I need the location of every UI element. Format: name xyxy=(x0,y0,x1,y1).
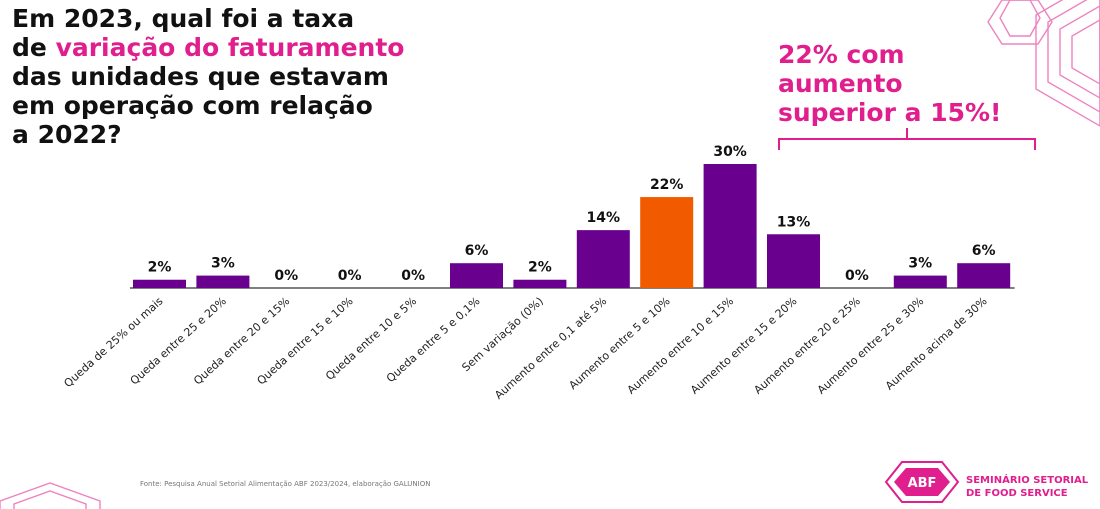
bar-value-label-11: 13% xyxy=(777,214,811,230)
bar-value-label-9: 22% xyxy=(650,177,684,193)
abf-hexagon-logo: ABF xyxy=(884,461,960,503)
bar-value-label-7: 2% xyxy=(528,260,552,276)
hexagon-decoration-top-right xyxy=(987,0,1100,127)
bar-2 xyxy=(196,275,250,288)
bar-9 xyxy=(640,197,694,288)
bar-value-label-2: 3% xyxy=(211,256,235,272)
callout-line-1: 22% com xyxy=(778,40,905,69)
bar-1 xyxy=(133,279,186,288)
logo-line-1: SEMINÁRIO SETORIAL xyxy=(966,475,1089,486)
callout-text: 22% com aumento superior a 15%! xyxy=(778,40,1058,127)
title-line-2-prefix: de xyxy=(12,33,56,62)
callout-bracket-tick xyxy=(906,128,908,139)
source-note: Fonte: Pesquisa Anual Setorial Alimentaç… xyxy=(140,480,431,488)
category-label-11: Aumento entre 15 e 20% xyxy=(688,295,799,397)
bar-13 xyxy=(893,275,947,288)
category-label-1: Queda de 25% ou mais xyxy=(61,294,165,390)
callout-line-2: aumento xyxy=(778,69,903,98)
bar-value-label-3: 0% xyxy=(274,268,298,284)
bar-value-label-12: 0% xyxy=(845,268,869,284)
bar-7 xyxy=(513,279,567,288)
bar-14 xyxy=(957,263,1011,288)
bar-10 xyxy=(703,164,757,288)
bar-value-label-4: 0% xyxy=(338,268,362,284)
logo-wordmark: SEMINÁRIO SETORIAL DE FOOD SERVICE xyxy=(966,474,1088,500)
category-label-14: Aumento acima de 30% xyxy=(883,295,990,393)
bar-value-label-1: 2% xyxy=(148,260,172,276)
title-line-1: Em 2023, qual foi a taxa xyxy=(12,4,355,33)
bar-value-label-14: 6% xyxy=(972,243,996,259)
logo-line-2: DE FOOD SERVICE xyxy=(966,488,1068,499)
bar-value-label-10: 30% xyxy=(713,144,747,160)
bar-8 xyxy=(576,230,630,288)
title-line-5: a 2022? xyxy=(12,120,122,149)
chart-title: Em 2023, qual foi a taxa de variação do … xyxy=(12,4,462,149)
callout-bracket xyxy=(778,138,1036,150)
title-line-3: das unidades que estavam xyxy=(12,62,389,91)
hexagon-decoration-bottom-left xyxy=(0,482,101,509)
title-highlight: variação do faturamento xyxy=(55,33,405,62)
bar-value-label-13: 3% xyxy=(908,256,932,272)
category-label-10: Aumento entre 10 e 15% xyxy=(625,295,736,397)
category-label-13: Aumento entre 25 e 30% xyxy=(815,295,926,397)
bar-value-label-5: 0% xyxy=(401,268,425,284)
category-label-12: Aumento entre 20 e 25% xyxy=(751,295,862,397)
category-label-8: Aumento entre 0,1 até 5% xyxy=(492,295,609,402)
event-logo: ABF SEMINÁRIO SETORIAL DE FOOD SERVICE xyxy=(884,460,1098,504)
title-line-4: em operação com relação xyxy=(12,91,373,120)
callout-line-3: superior a 15%! xyxy=(778,98,1002,127)
bar-value-label-8: 14% xyxy=(587,210,621,226)
category-label-9: Aumento entre 5 e 10% xyxy=(566,295,672,393)
bar-6 xyxy=(450,263,503,288)
bar-11 xyxy=(767,234,820,288)
logo-mark: ABF xyxy=(908,476,937,491)
bar-value-label-6: 6% xyxy=(465,243,489,259)
